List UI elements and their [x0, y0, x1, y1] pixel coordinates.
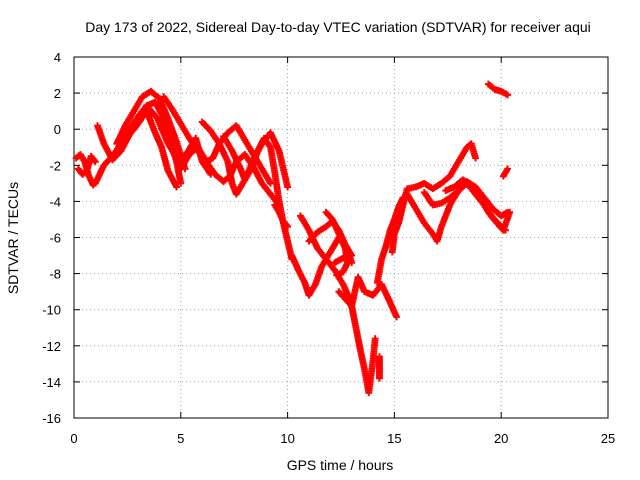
series-track-24 [499, 165, 512, 180]
series-track-19 [388, 140, 479, 256]
x-tick-labels: 0 5 10 15 20 25 [70, 431, 615, 446]
series-track-22 [442, 176, 514, 234]
data-point [284, 223, 291, 231]
series-track-16 [335, 273, 400, 321]
y-tick-label: 2 [54, 86, 61, 101]
y-axis-label: SDTVAR / TECUs [5, 182, 21, 294]
data-point [376, 374, 383, 382]
data-point [371, 335, 379, 342]
chart-title: Day 173 of 2022, Sidereal Day-to-day VTE… [85, 19, 591, 35]
y-tick-label: -8 [49, 267, 61, 282]
data-point [284, 183, 291, 191]
data-point [504, 91, 512, 99]
series-track-11 [271, 201, 291, 231]
x-tick-label: 0 [70, 431, 77, 446]
y-tick-label: -4 [49, 194, 61, 209]
data-point [91, 158, 99, 166]
y-tick-label: 0 [54, 122, 61, 137]
x-tick-label: 20 [494, 431, 508, 446]
y-tick-label: -6 [49, 231, 61, 246]
x-tick-label: 5 [177, 431, 184, 446]
y-tick-label: 4 [54, 50, 61, 65]
x-tick-label: 10 [280, 431, 294, 446]
data-point [506, 208, 514, 216]
y-tick-label: -12 [42, 339, 61, 354]
data-point [267, 179, 274, 187]
data-point [177, 179, 185, 187]
data-point [504, 165, 512, 173]
data-point [173, 183, 180, 191]
data-point [333, 272, 341, 279]
data-point [344, 252, 351, 259]
series-track-26 [331, 252, 351, 267]
y-tick-label: -10 [42, 303, 61, 318]
series-track-18 [373, 194, 407, 287]
series-track-2 [74, 152, 99, 178]
data-points [72, 80, 514, 397]
series-track-23 [484, 80, 512, 99]
x-axis-label: GPS time / hours [287, 457, 394, 473]
series-track-10 [220, 133, 296, 263]
data-point [393, 313, 400, 321]
series-track-4 [94, 107, 180, 191]
series-track-17 [348, 302, 379, 397]
series-track-14 [305, 217, 356, 259]
y-tick-labels: 4 2 0 -2 -4 -6 -8 -10 -12 -14 -16 [42, 50, 61, 426]
data-point [472, 154, 479, 162]
y-tick-label: -16 [42, 411, 61, 426]
x-tick-label: 15 [387, 431, 401, 446]
series-track-25 [376, 353, 383, 382]
x-tick-label: 25 [601, 431, 615, 446]
axis-ticks [73, 56, 609, 419]
y-tick-label: -2 [49, 158, 61, 173]
y-tick-label: -14 [42, 375, 61, 390]
